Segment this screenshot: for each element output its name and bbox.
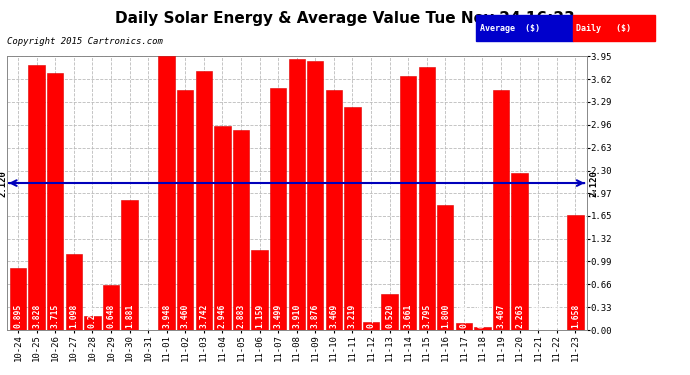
- Text: 3.948: 3.948: [162, 303, 171, 328]
- Text: 2.120: 2.120: [590, 170, 599, 196]
- Text: Average  ($): Average ($): [480, 24, 540, 33]
- Text: 2.883: 2.883: [237, 303, 246, 328]
- Bar: [251, 250, 268, 330]
- Text: 2.946: 2.946: [218, 303, 227, 328]
- Text: 3.742: 3.742: [199, 303, 208, 328]
- Bar: [288, 59, 305, 330]
- Text: 3.795: 3.795: [422, 303, 431, 328]
- Text: 1.098: 1.098: [69, 303, 78, 328]
- Text: 3.219: 3.219: [348, 303, 357, 328]
- Text: Daily Solar Energy & Average Value Tue Nov 24 16:23: Daily Solar Energy & Average Value Tue N…: [115, 11, 575, 26]
- Bar: [270, 87, 286, 330]
- Text: 3.910: 3.910: [292, 303, 302, 328]
- Text: 1.881: 1.881: [125, 303, 134, 328]
- Text: 0.101: 0.101: [460, 303, 469, 328]
- Bar: [493, 90, 509, 330]
- Bar: [419, 67, 435, 330]
- Text: 3.467: 3.467: [497, 303, 506, 328]
- Text: 0.520: 0.520: [385, 303, 394, 328]
- Bar: [455, 323, 472, 330]
- Bar: [474, 327, 491, 330]
- Bar: [307, 62, 324, 330]
- Bar: [233, 130, 249, 330]
- Bar: [28, 65, 45, 330]
- Bar: [66, 254, 82, 330]
- Text: 2.263: 2.263: [515, 303, 524, 328]
- Bar: [382, 294, 397, 330]
- Text: 3.828: 3.828: [32, 303, 41, 328]
- Text: 0.045: 0.045: [478, 303, 487, 328]
- Bar: [400, 76, 416, 330]
- Text: 3.661: 3.661: [404, 303, 413, 328]
- Text: 0.207: 0.207: [88, 303, 97, 328]
- Text: 0.895: 0.895: [14, 303, 23, 328]
- Bar: [177, 90, 193, 330]
- Bar: [10, 268, 26, 330]
- Text: Daily   ($): Daily ($): [576, 24, 631, 33]
- Bar: [567, 215, 584, 330]
- Bar: [511, 173, 528, 330]
- Bar: [326, 90, 342, 330]
- Text: 1.159: 1.159: [255, 303, 264, 328]
- Text: 3.460: 3.460: [181, 303, 190, 328]
- Bar: [159, 56, 175, 330]
- Bar: [363, 322, 380, 330]
- Bar: [196, 70, 212, 330]
- Text: 3.876: 3.876: [310, 303, 319, 328]
- Bar: [103, 285, 119, 330]
- Text: 1.658: 1.658: [571, 303, 580, 328]
- Text: Copyright 2015 Cartronics.com: Copyright 2015 Cartronics.com: [7, 38, 163, 46]
- Text: 0.000: 0.000: [144, 303, 152, 328]
- Bar: [437, 205, 453, 330]
- Text: 1.800: 1.800: [441, 303, 450, 328]
- Bar: [344, 107, 361, 330]
- Text: 3.499: 3.499: [274, 303, 283, 328]
- Text: 3.469: 3.469: [329, 303, 338, 328]
- Text: 0.000: 0.000: [533, 303, 543, 328]
- Bar: [47, 72, 63, 330]
- Bar: [121, 200, 138, 330]
- Text: 0.120: 0.120: [366, 303, 375, 328]
- Text: 2.120: 2.120: [0, 170, 8, 196]
- Bar: [214, 126, 230, 330]
- Bar: [84, 316, 101, 330]
- Text: 0.648: 0.648: [106, 303, 115, 328]
- Text: 3.715: 3.715: [50, 303, 60, 328]
- Text: 0.000: 0.000: [552, 303, 561, 328]
